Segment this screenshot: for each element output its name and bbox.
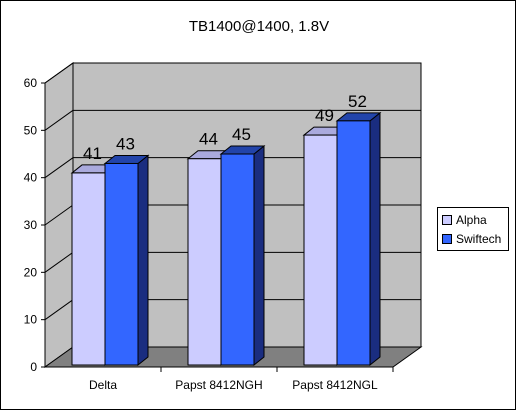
data-label: 43: [116, 134, 135, 153]
bar-swiftech-1: [220, 153, 255, 366]
x-tick-label: Papst 8412NGH: [175, 378, 262, 392]
gridline-side: [44, 157, 74, 179]
y-tick-label: 0: [30, 360, 37, 374]
data-label: 44: [199, 130, 218, 149]
y-tick-label: 20: [24, 265, 38, 279]
data-label: 52: [348, 92, 367, 111]
y-tick-label: 40: [24, 171, 38, 185]
x-tick-label: Delta: [89, 378, 117, 392]
bar-swiftech-0: [104, 162, 139, 366]
y-tick-label: 60: [24, 76, 38, 90]
data-label: 49: [315, 106, 334, 125]
bar-alpha-0: [71, 172, 106, 366]
gridline-side: [44, 109, 74, 131]
bar-swiftech-2: [336, 120, 371, 366]
plot-area: 0 10 20 30 40 50 60 Delta 41 43 Papst 8412NGH 44 45 P…: [24, 62, 423, 392]
bar-side: [137, 154, 149, 367]
gridline-side: [44, 62, 74, 84]
legend-label-swiftech: Swiftech: [456, 231, 502, 246]
y-tick-label: 50: [24, 123, 38, 137]
chart-title: TB1400@1400, 1.8V: [189, 18, 329, 35]
x-tick-label: Papst 8412NGL: [292, 378, 378, 392]
legend-label-alpha: Alpha: [456, 212, 487, 227]
y-tick-label: 30: [24, 218, 38, 232]
legend: Alpha Swiftech: [437, 207, 509, 251]
data-label: 41: [83, 144, 102, 163]
legend-item-swiftech: Swiftech: [442, 229, 508, 248]
bar-alpha-2: [303, 134, 338, 366]
bar-alpha-1: [187, 158, 222, 366]
gridline-side: [44, 204, 74, 226]
gridline-side: [44, 299, 74, 321]
legend-swatch-alpha: [442, 214, 452, 225]
y-tick-label: 10: [24, 313, 38, 327]
bar-side: [369, 111, 381, 367]
legend-swatch-swiftech: [442, 233, 452, 244]
gridline-side: [44, 251, 74, 273]
bar-side: [253, 144, 265, 367]
legend-item-alpha: Alpha: [442, 210, 508, 229]
data-label: 45: [232, 125, 251, 144]
